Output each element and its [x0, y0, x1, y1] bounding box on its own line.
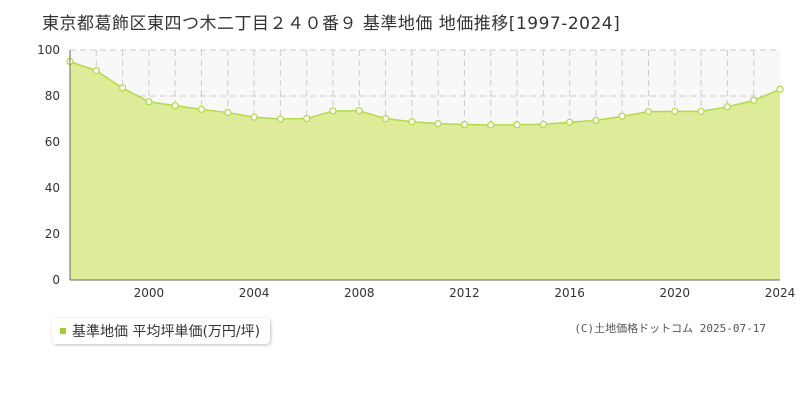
y-tick-label: 60	[45, 135, 60, 149]
data-point	[697, 107, 705, 116]
data-point	[434, 119, 442, 128]
data-point	[539, 120, 547, 128]
x-tick-label: 2004	[239, 286, 270, 300]
price-line	[69, 60, 781, 126]
data-point	[355, 107, 363, 115]
data-point	[92, 67, 100, 75]
x-tick-label: 2024	[765, 286, 796, 300]
data-points	[66, 57, 784, 129]
data-point	[487, 121, 495, 129]
data-point	[618, 112, 626, 120]
data-point	[513, 121, 521, 129]
data-point	[197, 105, 206, 113]
y-tick-label: 0	[52, 273, 60, 287]
y-tick-label: 20	[45, 227, 60, 241]
data-point	[723, 103, 732, 111]
y-tick-label: 40	[45, 181, 60, 195]
data-point	[565, 118, 574, 126]
x-tick-label: 2008	[344, 286, 375, 300]
data-point	[644, 107, 653, 116]
data-point	[118, 84, 127, 92]
data-point	[776, 85, 784, 93]
data-point	[460, 120, 469, 129]
data-point	[671, 107, 679, 116]
data-point	[592, 116, 600, 125]
data-point	[224, 108, 232, 117]
x-tick-label: 2016	[554, 286, 585, 300]
data-point	[276, 115, 285, 123]
data-point	[171, 102, 179, 110]
data-point	[145, 98, 153, 106]
data-point	[750, 96, 758, 105]
axes	[69, 50, 780, 281]
y-tick-labels: 0 20 40 60 80 100	[37, 43, 60, 287]
x-tick-label: 2020	[660, 286, 691, 300]
chart-title: 東京都葛飾区東四つ木二丁目２４０番９ 基準地価 地価推移[1997-2024]	[42, 14, 621, 34]
data-point	[408, 118, 416, 126]
y-tick-label: 100	[37, 43, 60, 57]
data-point	[303, 114, 311, 123]
legend-swatch	[60, 328, 66, 334]
y-tick-label: 80	[45, 89, 60, 103]
data-point	[329, 107, 337, 115]
data-point	[381, 114, 390, 123]
x-tick-labels: 2000 2004 2008 2012 2016 2020 2024	[134, 286, 796, 300]
legend-label: 基準地価 平均坪単価(万円/坪)	[72, 324, 261, 340]
x-tick-label: 2012	[449, 286, 480, 300]
credit-text: (C)土地価格ドットコム 2025-07-17	[574, 322, 766, 335]
x-tick-label: 2000	[134, 286, 165, 300]
legend: 基準地価 平均坪単価(万円/坪)	[52, 318, 271, 344]
data-point	[250, 113, 258, 121]
